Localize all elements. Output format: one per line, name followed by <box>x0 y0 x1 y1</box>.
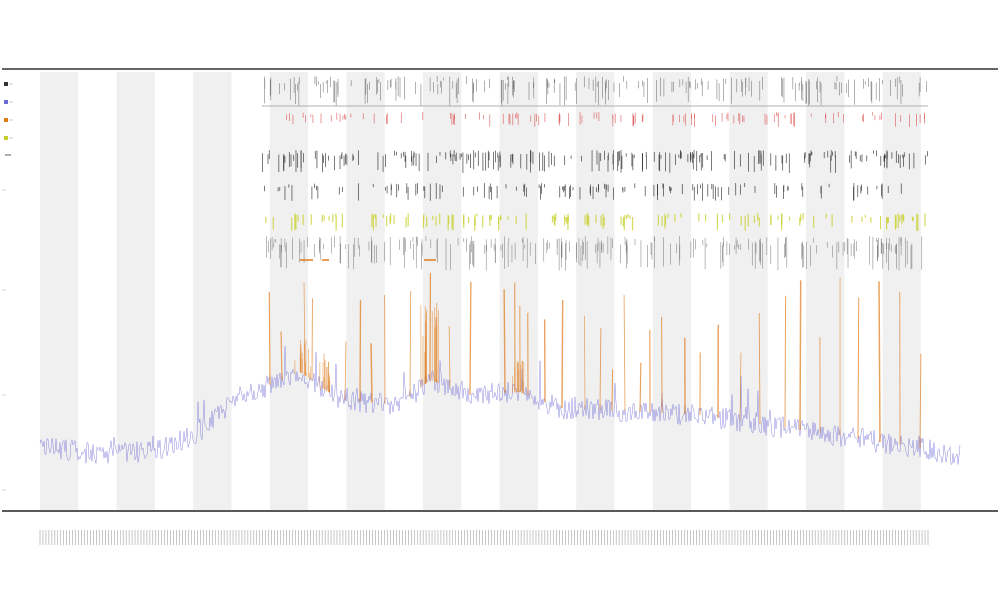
highlight-spike <box>639 362 642 413</box>
band-0 <box>40 72 79 510</box>
highlight-spike <box>919 353 922 449</box>
track-yellow-ticks <box>265 213 926 231</box>
highlight-spike <box>409 291 412 397</box>
track-red-ticks <box>286 112 926 127</box>
highlight-spike <box>799 280 802 431</box>
highlight-spike <box>448 326 451 388</box>
highlight-spike <box>623 294 626 412</box>
track-gray-ticks <box>266 236 923 271</box>
track-top-ticks <box>264 76 927 106</box>
band-9 <box>729 72 768 510</box>
highlight-spike <box>611 369 614 411</box>
highlight-spike <box>370 343 373 403</box>
highlight-spike <box>758 312 761 425</box>
series-layer <box>39 273 961 465</box>
highlight-spike <box>599 328 602 411</box>
legend <box>4 82 13 156</box>
band-1 <box>116 72 155 510</box>
band-10 <box>806 72 845 510</box>
highlight-spike <box>344 341 347 401</box>
legend-swatch-3 <box>4 136 8 140</box>
band-2 <box>193 72 232 510</box>
highlight-spike <box>784 295 787 428</box>
background-bands <box>40 72 921 510</box>
highlight-spike <box>584 315 586 410</box>
track-black-ticks-1 <box>262 150 928 173</box>
series-coverage-line <box>39 346 961 465</box>
y-axis <box>2 189 6 491</box>
band-4 <box>346 72 385 510</box>
track-black-ticks-2 <box>264 183 902 201</box>
highlight-spike <box>359 300 362 402</box>
highlight-spike <box>561 300 564 409</box>
highlight-spike <box>268 291 271 386</box>
highlight-spike <box>857 297 860 439</box>
band-3 <box>269 72 309 510</box>
highlight-spike <box>739 352 742 422</box>
annotation-tracks <box>262 76 928 271</box>
highlight-spike <box>303 282 306 376</box>
highlight-spike <box>280 331 283 380</box>
band-8 <box>652 72 692 510</box>
legend-swatch-0 <box>4 82 8 86</box>
band-7 <box>576 72 615 510</box>
highlight-spike <box>469 281 472 396</box>
band-5 <box>423 72 462 510</box>
highlight-spike <box>503 289 506 393</box>
band-6 <box>499 72 538 510</box>
highlight-spike <box>878 281 881 443</box>
legend-swatch-1 <box>4 100 8 104</box>
x-tick-labels <box>39 530 929 545</box>
legend-swatch-2 <box>4 118 8 122</box>
